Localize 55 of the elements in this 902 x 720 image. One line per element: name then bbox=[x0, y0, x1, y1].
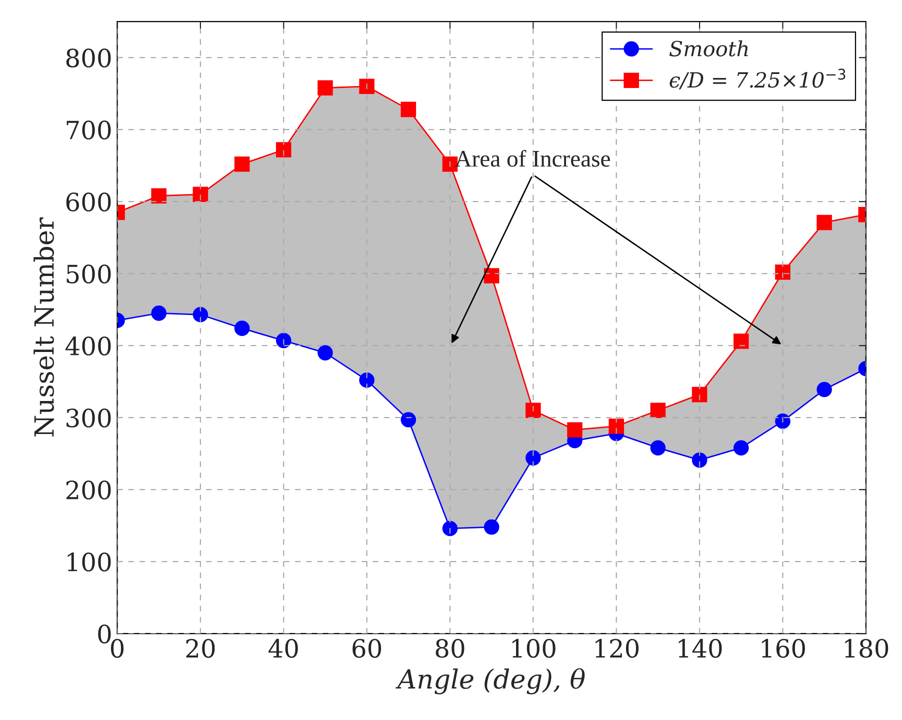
point bbox=[734, 440, 749, 456]
point bbox=[816, 382, 832, 398]
point bbox=[318, 345, 333, 360]
legend-label: Smooth bbox=[669, 40, 748, 56]
point bbox=[526, 402, 541, 418]
point bbox=[318, 80, 333, 96]
y-tick-label: 200 bbox=[66, 480, 111, 500]
point bbox=[400, 102, 416, 118]
point bbox=[526, 450, 541, 466]
point bbox=[650, 402, 666, 418]
x-tick-label: 140 bbox=[678, 638, 722, 658]
x-tick-label: 180 bbox=[845, 638, 888, 658]
y-tick-label: 0 bbox=[98, 624, 111, 644]
point bbox=[692, 452, 708, 468]
point bbox=[692, 386, 708, 402]
x-tick-label: 0 bbox=[110, 638, 124, 658]
point bbox=[400, 412, 416, 428]
x-tick-label: 20 bbox=[186, 638, 215, 658]
y-tick-label: 700 bbox=[66, 120, 111, 140]
x-tick-label: 120 bbox=[596, 638, 639, 658]
y-tick-label: 100 bbox=[68, 552, 111, 572]
point bbox=[734, 334, 749, 349]
x-tick-label: 100 bbox=[512, 638, 556, 658]
x-tick-label: 40 bbox=[268, 638, 298, 658]
annotation: Area of Increase bbox=[455, 150, 610, 167]
point bbox=[775, 264, 790, 280]
legend-label: ϵ/D = 7.25×10$^{−3}$ bbox=[670, 68, 846, 90]
point bbox=[234, 156, 250, 172]
point bbox=[192, 186, 208, 202]
point bbox=[234, 320, 250, 336]
point bbox=[192, 307, 208, 322]
point bbox=[650, 440, 666, 456]
x-axis-title: Angle (deg), θ bbox=[396, 668, 585, 694]
point bbox=[816, 214, 832, 230]
x-tick-label: 60 bbox=[352, 638, 382, 658]
point bbox=[151, 188, 166, 204]
point bbox=[359, 372, 374, 388]
point bbox=[484, 268, 500, 284]
point bbox=[442, 520, 458, 536]
y-tick-label: 600 bbox=[66, 192, 111, 212]
y-tick-label: 400 bbox=[65, 336, 111, 356]
y-axis-title: Nusselt Number bbox=[34, 217, 54, 437]
y-tick-label: 800 bbox=[66, 48, 111, 68]
point bbox=[775, 414, 790, 429]
x-tick-label: 80 bbox=[436, 638, 464, 658]
point bbox=[276, 142, 292, 158]
point bbox=[359, 78, 374, 94]
y-tick-label: 300 bbox=[66, 408, 111, 428]
point bbox=[484, 519, 500, 535]
x-tick-label: 160 bbox=[762, 638, 805, 658]
point bbox=[608, 418, 624, 434]
point bbox=[276, 332, 292, 348]
point bbox=[151, 306, 166, 321]
point bbox=[567, 422, 582, 438]
y-tick-label: 500 bbox=[66, 264, 111, 284]
